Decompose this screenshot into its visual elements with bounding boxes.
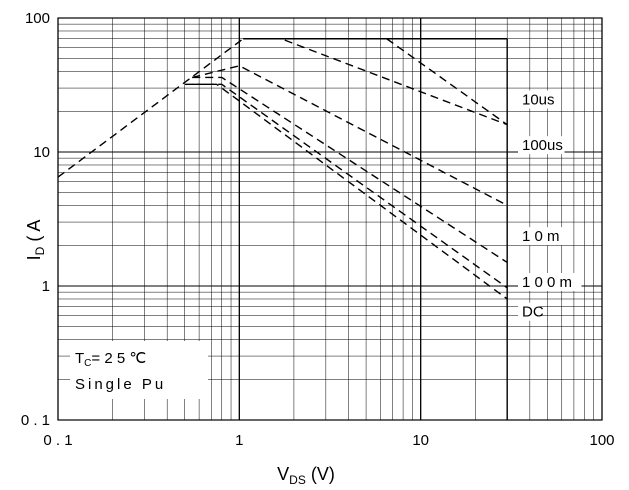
y-tick-label: 100 bbox=[25, 10, 50, 27]
x-tick-labels: 0 . 1 1 10 100 bbox=[43, 432, 614, 449]
y-tick-label: 10 bbox=[33, 144, 50, 161]
series-label: 100us bbox=[522, 137, 563, 154]
plot-frame bbox=[57, 17, 603, 421]
boundary-lines bbox=[243, 38, 508, 420]
series-label-bg bbox=[518, 273, 582, 291]
x-tick-label: 1 bbox=[235, 432, 243, 449]
annotation-box bbox=[70, 341, 208, 399]
series-labels: 10us 100us 1 0 m 1 0 0 m DC bbox=[518, 90, 582, 321]
series-line-0 bbox=[57, 38, 508, 178]
series-label-bg bbox=[518, 227, 565, 246]
series-line-5 bbox=[184, 83, 508, 300]
series-label: 1 0 0 m bbox=[522, 274, 572, 291]
y-tick-labels: 100 10 1 0 . 1 bbox=[21, 10, 50, 429]
x-tick-label: 0 . 1 bbox=[43, 432, 72, 449]
series-line-1 bbox=[386, 38, 508, 126]
series-label-bg bbox=[518, 90, 556, 109]
y-tick-label: 0 . 1 bbox=[21, 412, 50, 429]
series-label: 1 0 m bbox=[522, 228, 560, 245]
y-tick-label: 1 bbox=[42, 278, 50, 295]
y-axis-label: ID ( A bbox=[24, 220, 47, 261]
series-label: DC bbox=[522, 304, 544, 321]
x-axis-label: VDS (V) bbox=[277, 464, 335, 487]
series-label-bg bbox=[518, 302, 539, 321]
series-line-2 bbox=[192, 65, 508, 206]
series-lines bbox=[57, 38, 508, 300]
x-tick-label: 10 bbox=[412, 432, 429, 449]
series-line-4 bbox=[192, 83, 508, 289]
series-line-3 bbox=[192, 76, 508, 263]
series-label-bg bbox=[518, 136, 565, 155]
x-tick-label: 100 bbox=[589, 432, 614, 449]
annotation-tc: TC= 2 5 ℃ bbox=[75, 350, 146, 369]
annotation-single-pulse: Single Pu bbox=[75, 376, 166, 393]
series-label: 10us bbox=[522, 92, 555, 109]
